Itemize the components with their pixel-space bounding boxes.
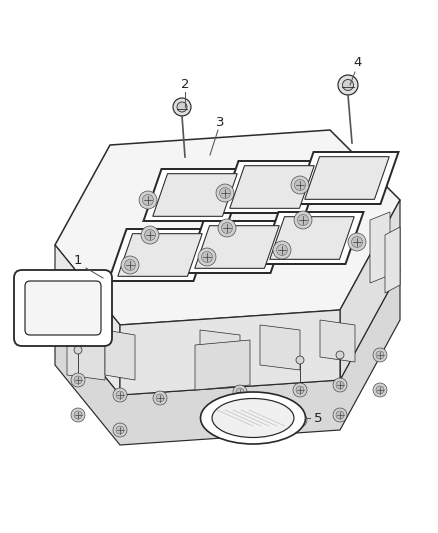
Circle shape xyxy=(276,245,287,255)
Circle shape xyxy=(297,214,308,225)
Circle shape xyxy=(352,237,363,247)
Circle shape xyxy=(236,388,244,396)
Polygon shape xyxy=(320,320,355,362)
Polygon shape xyxy=(260,325,300,370)
Circle shape xyxy=(121,256,139,274)
Circle shape xyxy=(116,426,124,434)
Circle shape xyxy=(113,423,127,437)
Circle shape xyxy=(153,391,167,405)
Circle shape xyxy=(142,195,153,206)
Text: 4: 4 xyxy=(354,56,362,69)
Circle shape xyxy=(216,184,234,202)
Circle shape xyxy=(198,248,216,266)
Polygon shape xyxy=(305,157,389,199)
Circle shape xyxy=(348,233,366,251)
Circle shape xyxy=(338,75,358,95)
Circle shape xyxy=(333,408,347,422)
Circle shape xyxy=(373,383,387,397)
Circle shape xyxy=(74,376,82,384)
Polygon shape xyxy=(105,330,135,380)
Polygon shape xyxy=(153,174,237,216)
Ellipse shape xyxy=(212,399,294,438)
Circle shape xyxy=(294,211,312,229)
Circle shape xyxy=(173,98,191,116)
Circle shape xyxy=(273,241,291,259)
Circle shape xyxy=(233,385,247,399)
Circle shape xyxy=(291,176,309,194)
Circle shape xyxy=(293,383,307,397)
Circle shape xyxy=(116,391,124,399)
Circle shape xyxy=(139,191,157,209)
Circle shape xyxy=(141,226,159,244)
Polygon shape xyxy=(220,161,324,213)
Polygon shape xyxy=(118,233,202,276)
Circle shape xyxy=(373,348,387,362)
Text: 3: 3 xyxy=(216,116,224,128)
FancyBboxPatch shape xyxy=(25,281,101,335)
Polygon shape xyxy=(385,227,400,293)
Circle shape xyxy=(71,373,85,387)
Circle shape xyxy=(296,356,304,364)
Polygon shape xyxy=(340,200,400,380)
Circle shape xyxy=(74,346,82,354)
Polygon shape xyxy=(200,330,240,375)
Circle shape xyxy=(222,222,233,233)
Circle shape xyxy=(177,102,187,112)
Polygon shape xyxy=(120,310,340,395)
Circle shape xyxy=(219,188,230,198)
Text: 5: 5 xyxy=(314,411,322,424)
Circle shape xyxy=(343,79,353,91)
Polygon shape xyxy=(186,221,289,273)
Circle shape xyxy=(74,411,82,419)
Circle shape xyxy=(336,351,344,359)
Circle shape xyxy=(201,252,212,262)
Circle shape xyxy=(296,416,304,424)
Circle shape xyxy=(113,388,127,402)
Circle shape xyxy=(293,413,307,427)
Circle shape xyxy=(336,411,344,419)
Circle shape xyxy=(218,219,236,237)
FancyBboxPatch shape xyxy=(14,270,112,346)
Polygon shape xyxy=(261,212,364,264)
Text: 2: 2 xyxy=(181,78,189,92)
Polygon shape xyxy=(55,130,400,325)
Circle shape xyxy=(156,394,164,402)
Polygon shape xyxy=(270,217,354,260)
Polygon shape xyxy=(296,152,399,204)
Circle shape xyxy=(296,386,304,394)
Polygon shape xyxy=(67,325,105,380)
Circle shape xyxy=(376,386,384,394)
Ellipse shape xyxy=(201,392,305,444)
Circle shape xyxy=(124,260,135,271)
Circle shape xyxy=(376,351,384,359)
Text: 1: 1 xyxy=(74,254,82,268)
Polygon shape xyxy=(109,229,212,281)
Polygon shape xyxy=(370,212,390,283)
Circle shape xyxy=(71,408,85,422)
Circle shape xyxy=(336,381,344,389)
Polygon shape xyxy=(55,245,120,395)
Polygon shape xyxy=(230,166,314,208)
Polygon shape xyxy=(55,270,400,445)
Polygon shape xyxy=(195,340,250,390)
Polygon shape xyxy=(144,169,247,221)
Circle shape xyxy=(294,180,305,190)
Circle shape xyxy=(333,378,347,392)
Polygon shape xyxy=(195,225,279,268)
Circle shape xyxy=(145,230,155,240)
